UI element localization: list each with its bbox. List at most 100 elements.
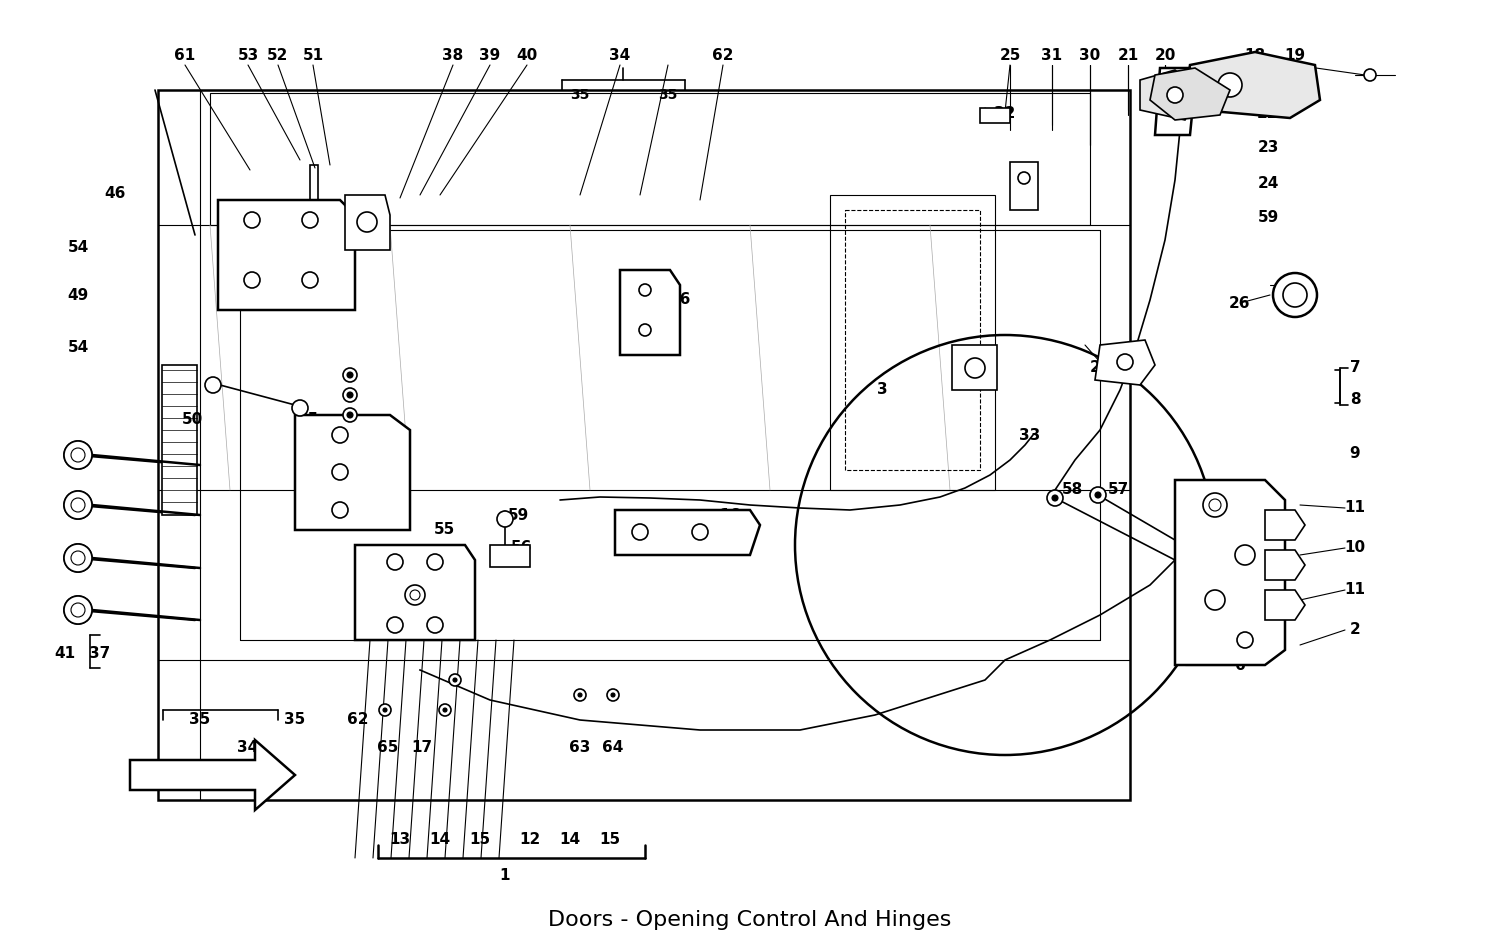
- Text: 63: 63: [570, 740, 591, 755]
- Polygon shape: [1155, 68, 1196, 135]
- Text: 43: 43: [68, 447, 88, 463]
- Text: 1: 1: [500, 867, 510, 883]
- Circle shape: [608, 689, 619, 701]
- Text: 35: 35: [658, 88, 678, 102]
- Circle shape: [344, 388, 357, 402]
- Text: 39: 39: [480, 48, 501, 63]
- Circle shape: [70, 603, 86, 617]
- Circle shape: [64, 596, 92, 624]
- Text: 7: 7: [1350, 360, 1360, 375]
- Circle shape: [578, 693, 582, 697]
- Circle shape: [292, 400, 308, 416]
- Bar: [310, 165, 318, 200]
- Text: 22: 22: [1257, 105, 1278, 121]
- Polygon shape: [158, 90, 1130, 800]
- Circle shape: [1019, 172, 1031, 184]
- Text: 8: 8: [1350, 392, 1360, 408]
- Polygon shape: [217, 200, 356, 310]
- Circle shape: [427, 554, 442, 570]
- Bar: [952, 345, 998, 390]
- Circle shape: [639, 284, 651, 296]
- Circle shape: [302, 272, 318, 288]
- Bar: [490, 545, 530, 567]
- Text: 15: 15: [470, 832, 490, 847]
- Text: 36: 36: [669, 293, 690, 308]
- Text: 38: 38: [442, 48, 464, 63]
- Polygon shape: [345, 195, 390, 250]
- Text: 30: 30: [1080, 48, 1101, 63]
- Text: 13: 13: [390, 832, 411, 847]
- Circle shape: [64, 544, 92, 572]
- Circle shape: [70, 603, 86, 617]
- Text: 11: 11: [1344, 501, 1365, 516]
- Circle shape: [1167, 87, 1184, 103]
- Text: 60: 60: [342, 463, 363, 478]
- Circle shape: [442, 708, 447, 712]
- Text: 32: 32: [994, 105, 1016, 121]
- Text: 10: 10: [1344, 541, 1365, 556]
- Polygon shape: [1264, 510, 1305, 540]
- Text: 58: 58: [1062, 483, 1083, 498]
- Circle shape: [344, 408, 357, 422]
- Circle shape: [346, 412, 352, 418]
- Circle shape: [440, 704, 452, 716]
- Polygon shape: [620, 270, 680, 355]
- Text: 35: 35: [570, 88, 590, 102]
- Circle shape: [64, 596, 92, 624]
- Text: 2: 2: [1350, 622, 1360, 637]
- Text: 34: 34: [237, 740, 258, 755]
- Circle shape: [380, 704, 392, 716]
- Circle shape: [1218, 73, 1242, 97]
- Polygon shape: [1264, 590, 1305, 620]
- Text: 41: 41: [54, 645, 75, 660]
- Circle shape: [244, 212, 260, 228]
- Bar: [370, 463, 394, 483]
- Circle shape: [405, 585, 424, 605]
- Text: 54: 54: [68, 240, 88, 256]
- Bar: [210, 93, 1090, 225]
- Text: 24: 24: [1257, 176, 1278, 191]
- Circle shape: [1238, 632, 1252, 648]
- Bar: [830, 195, 995, 490]
- Text: 55: 55: [433, 522, 454, 538]
- Circle shape: [302, 212, 318, 228]
- Bar: [370, 425, 394, 445]
- Circle shape: [610, 693, 615, 697]
- Text: 4: 4: [1212, 582, 1224, 598]
- Text: 35: 35: [189, 712, 210, 728]
- Circle shape: [357, 212, 376, 232]
- Text: 27: 27: [1089, 360, 1110, 375]
- Polygon shape: [296, 415, 410, 530]
- Text: 54: 54: [68, 340, 88, 355]
- Circle shape: [70, 551, 86, 565]
- Circle shape: [964, 358, 986, 378]
- Text: 3: 3: [876, 383, 888, 397]
- Circle shape: [1234, 545, 1256, 565]
- Polygon shape: [356, 545, 476, 640]
- Text: 65: 65: [378, 740, 399, 755]
- Circle shape: [64, 491, 92, 519]
- Text: 64: 64: [603, 740, 624, 755]
- Polygon shape: [130, 740, 296, 810]
- Polygon shape: [1150, 68, 1230, 120]
- Text: 45: 45: [297, 412, 318, 428]
- Circle shape: [64, 441, 92, 469]
- Circle shape: [70, 498, 86, 512]
- Circle shape: [70, 551, 86, 565]
- Circle shape: [70, 448, 86, 462]
- Bar: [980, 108, 1010, 123]
- Circle shape: [1118, 354, 1132, 370]
- Text: 5: 5: [1234, 620, 1245, 636]
- Circle shape: [244, 272, 260, 288]
- Text: 53: 53: [237, 48, 258, 63]
- Circle shape: [387, 617, 404, 633]
- Circle shape: [332, 464, 348, 480]
- Circle shape: [1204, 590, 1225, 610]
- Circle shape: [1282, 283, 1306, 307]
- Text: 42: 42: [297, 463, 318, 478]
- Circle shape: [1047, 490, 1064, 506]
- Circle shape: [346, 372, 352, 378]
- Text: Doors - Opening Control And Hinges: Doors - Opening Control And Hinges: [549, 910, 951, 930]
- Circle shape: [410, 590, 420, 600]
- Circle shape: [574, 689, 586, 701]
